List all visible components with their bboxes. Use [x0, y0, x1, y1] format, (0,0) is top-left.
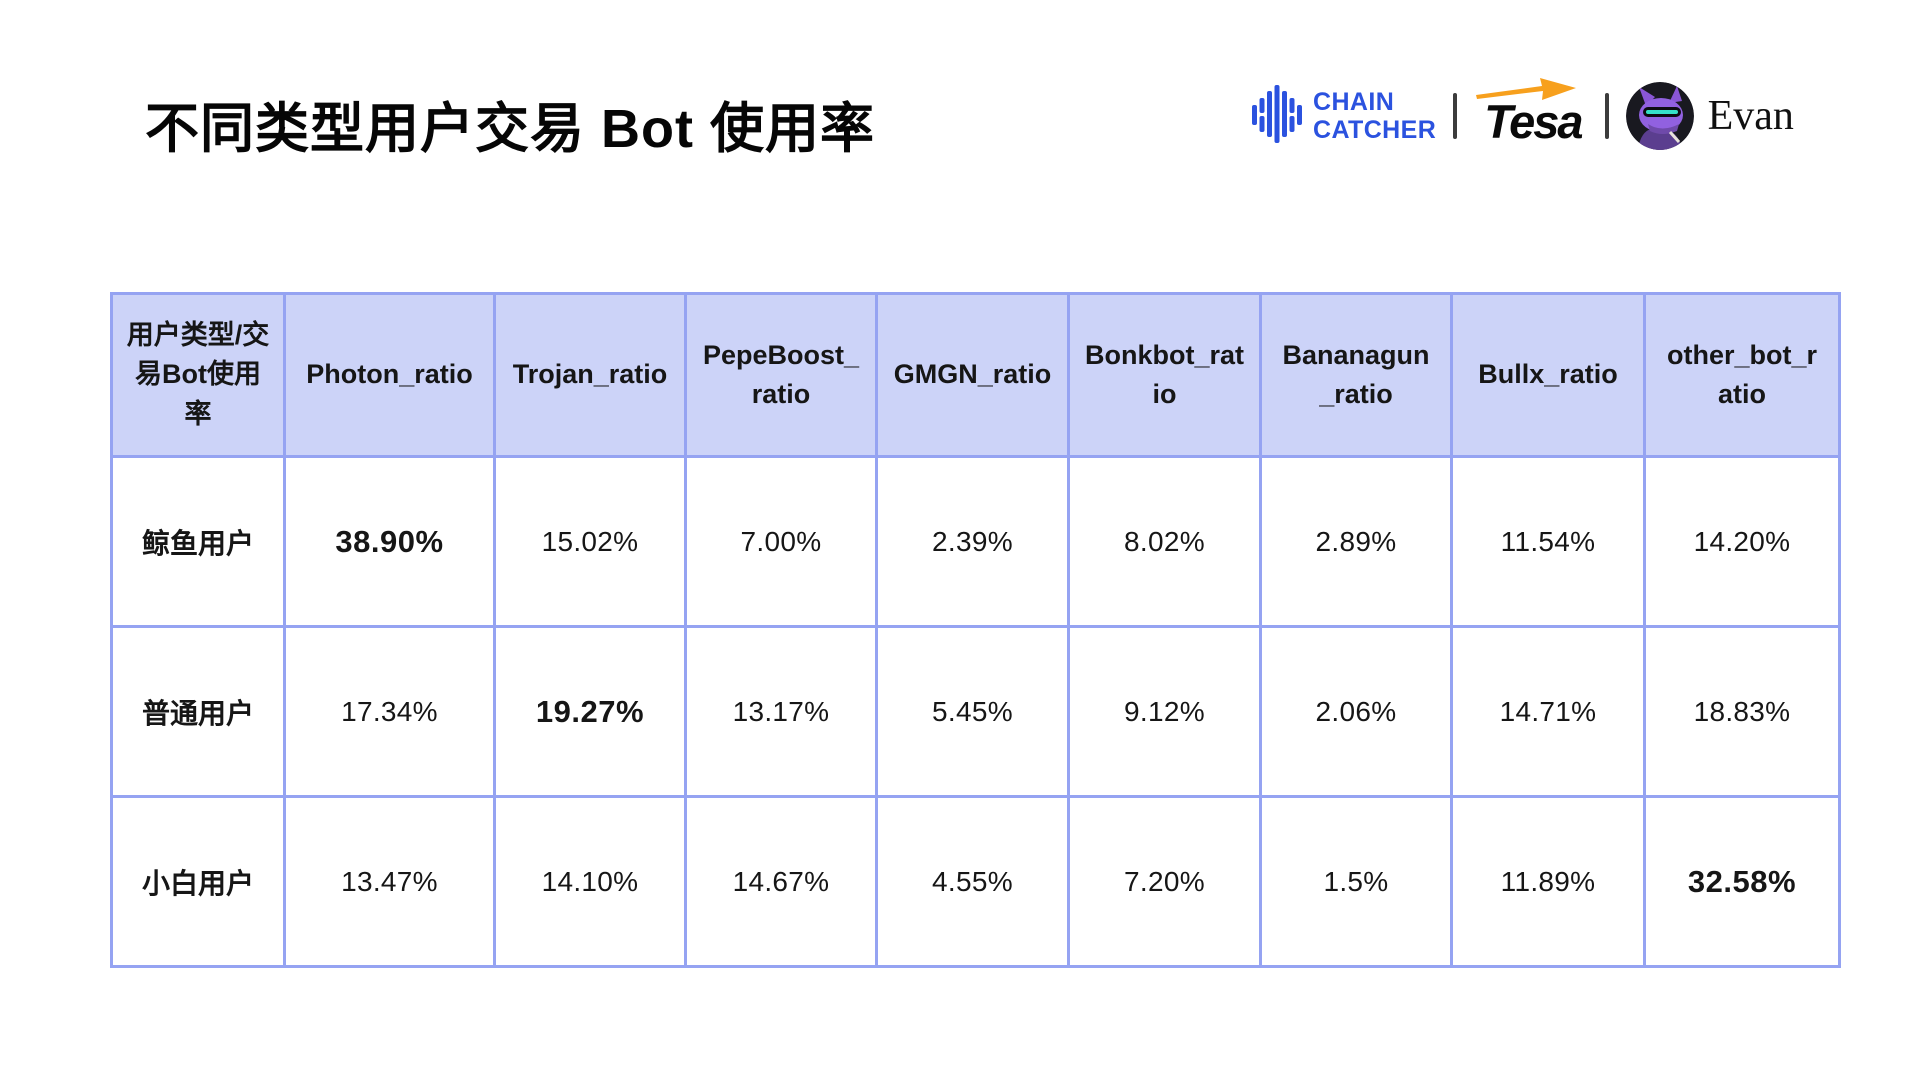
value-cell: 4.55%: [875, 795, 1070, 968]
tesa-wordmark: Tesa: [1484, 94, 1583, 148]
brand-divider: [1604, 93, 1609, 139]
column-header-gmgn_ratio: GMGN_ratio: [875, 292, 1070, 458]
chaincatcher-wordmark: CHAIN CATCHER: [1313, 88, 1436, 144]
chaincatcher-wordmark-line1: CHAIN: [1313, 88, 1395, 116]
value-cell: 7.00%: [684, 455, 878, 628]
chaincatcher-logo: CHAIN CATCHER: [1252, 85, 1436, 147]
page-title: 不同类型用户交易 Bot 使用率: [145, 99, 875, 159]
chaincatcher-bars-icon: [1252, 85, 1302, 143]
bot-usage-table: 用户类型/交易Bot使用率 Photon_ratio Trojan_ratio Pe…: [110, 292, 1841, 968]
column-header-photon_ratio: Photon_ratio: [283, 292, 496, 458]
column-header-trojan_ratio: Trojan_ratio: [493, 292, 687, 458]
value-cell: 8.02%: [1067, 455, 1262, 628]
value-cell: 2.89%: [1259, 455, 1453, 628]
value-cell: 5.45%: [875, 625, 1070, 798]
author-avatar: [1625, 82, 1694, 150]
column-header-pepeboost_ratio: PepeBoost_ratio: [684, 292, 878, 458]
table-body: 鲸鱼用户 38.90% 15.02% 7.00% 2.39% 8.02% 2.89% 11.5…: [110, 455, 1841, 968]
value-cell: 13.17%: [684, 625, 878, 798]
value-cell: 11.89%: [1450, 795, 1646, 968]
value-cell: 14.71%: [1450, 625, 1646, 798]
value-cell: 17.34%: [283, 625, 496, 798]
value-cell: 9.12%: [1067, 625, 1262, 798]
value-cell: 14.10%: [493, 795, 687, 968]
value-cell: 19.27%: [493, 625, 687, 798]
tesa-arrow-icon: [1476, 77, 1577, 100]
table-row: 普通用户 17.34% 19.27% 13.17% 5.45% 9.12% 2.06% 14.…: [110, 625, 1841, 798]
value-cell: 2.39%: [875, 455, 1070, 628]
tesa-logo: Tesa: [1474, 77, 1587, 149]
value-cell: 15.02%: [493, 455, 687, 628]
value-cell: 13.47%: [283, 795, 496, 968]
row-header-user-type: 普通用户: [110, 625, 286, 798]
row-header-user-type: 小白用户: [110, 795, 286, 968]
value-cell: 14.67%: [684, 795, 878, 968]
value-cell: 38.90%: [283, 455, 496, 628]
author-name: Evan: [1707, 93, 1794, 139]
table-row: 小白用户 13.47% 14.10% 14.67% 4.55% 7.20% 1.5% 11.8…: [110, 795, 1841, 968]
value-cell: 14.20%: [1643, 455, 1841, 628]
column-header-other_bot_ratio: other_bot_ratio: [1643, 292, 1841, 458]
column-header-bananagun_ratio: Bananagun_ratio: [1259, 292, 1453, 458]
value-cell: 1.5%: [1259, 795, 1453, 968]
table-row: 鲸鱼用户 38.90% 15.02% 7.00% 2.39% 8.02% 2.89% 11.5…: [110, 455, 1841, 628]
value-cell: 32.58%: [1643, 795, 1841, 968]
column-header-bullx_ratio: Bullx_ratio: [1450, 292, 1646, 458]
row-header-user-type: 鲸鱼用户: [110, 455, 286, 628]
chaincatcher-wordmark-line2: CATCHER: [1313, 116, 1437, 144]
value-cell: 18.83%: [1643, 625, 1841, 798]
brand-divider: [1453, 93, 1458, 139]
value-cell: 2.06%: [1259, 625, 1453, 798]
corner-header: 用户类型/交易Bot使用率: [110, 292, 286, 458]
table-header-row: 用户类型/交易Bot使用率 Photon_ratio Trojan_ratio Pe…: [110, 292, 1841, 458]
author-block: Evan: [1625, 82, 1794, 150]
value-cell: 11.54%: [1450, 455, 1646, 628]
column-header-bonkbot_ratio: Bonkbot_ratio: [1067, 292, 1262, 458]
brand-bar: CHAIN CATCHER Tesa: [1252, 76, 1794, 156]
value-cell: 7.20%: [1067, 795, 1262, 968]
